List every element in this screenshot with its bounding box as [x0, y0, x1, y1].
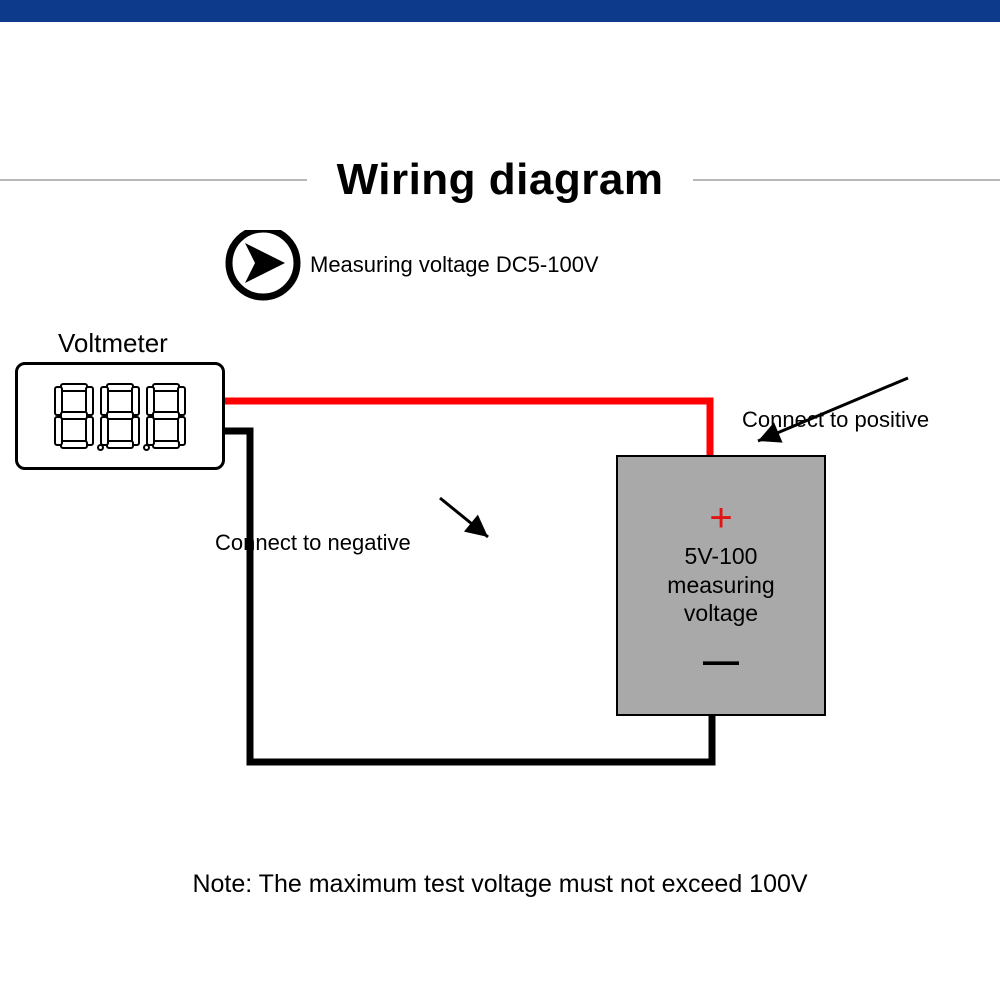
- power-line3: voltage: [684, 599, 758, 628]
- note-text: Note: The maximum test voltage must not …: [0, 870, 1000, 899]
- connect-positive-label: Connect to positive: [742, 407, 929, 433]
- voltmeter-label: Voltmeter: [58, 328, 168, 359]
- minus-icon: —: [703, 638, 739, 683]
- power-line1: 5V-100: [685, 542, 758, 571]
- connect-negative-label: Connect to negative: [215, 530, 411, 556]
- header-bar: [0, 0, 1000, 22]
- page-title: Wiring diagram: [307, 155, 694, 205]
- seven-segment-digit: [54, 383, 94, 449]
- seven-segment-digit: [146, 383, 186, 449]
- seven-segment-digit: [100, 383, 140, 449]
- title-row: Wiring diagram: [0, 155, 1000, 205]
- voltmeter-body: [15, 362, 225, 470]
- measuring-voltage-label: Measuring voltage DC5-100V: [310, 252, 599, 278]
- wires-svg: [0, 230, 1000, 850]
- power-line2: measuring: [667, 571, 774, 600]
- power-source-box: + 5V-100 measuring voltage —: [616, 455, 826, 716]
- plus-icon: +: [709, 502, 732, 534]
- title-line-right: [693, 179, 1000, 181]
- title-line-left: [0, 179, 307, 181]
- wiring-diagram: Voltmeter + 5V-100 measuring voltage — M…: [0, 230, 1000, 850]
